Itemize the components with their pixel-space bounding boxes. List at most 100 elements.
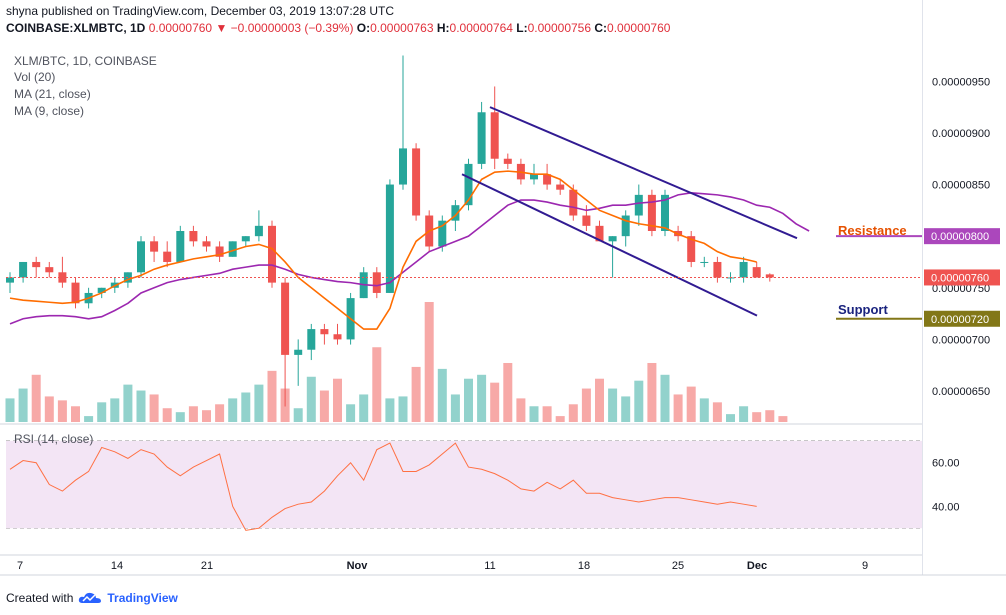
volume-bar	[739, 406, 749, 422]
candle	[503, 153, 512, 170]
volume-bar	[188, 406, 198, 422]
volume-bar	[228, 398, 238, 422]
volume-bar	[136, 390, 146, 422]
rsi-band	[6, 440, 922, 529]
volume-bar	[424, 302, 434, 422]
ma9-line	[9, 170, 757, 330]
volume-bar	[477, 374, 487, 422]
candle	[582, 205, 591, 231]
volume-bar	[490, 382, 500, 422]
volume-bar	[778, 416, 788, 422]
volume-bar	[202, 410, 211, 422]
candle	[281, 277, 290, 407]
candle	[634, 184, 643, 226]
candle	[32, 256, 41, 278]
candle	[490, 86, 499, 170]
volume-bar	[123, 384, 133, 422]
close-value: 0.00000760	[607, 21, 671, 35]
symbol-label: COINBASE:XLMBTC, 1D	[6, 21, 146, 35]
volume-bar	[464, 378, 473, 422]
price-change: −0.00000003 (−0.39%)	[230, 21, 354, 35]
volume-bar	[44, 396, 54, 422]
volume-bar	[71, 406, 80, 422]
rsi-line	[9, 442, 757, 531]
candle	[399, 55, 407, 190]
channel-lower-line	[461, 173, 758, 317]
volume-bar	[673, 394, 683, 422]
candle	[268, 220, 276, 288]
candle	[556, 179, 565, 195]
volume-bar	[621, 396, 631, 422]
y-tick-label: 0.00000900	[932, 128, 990, 140]
candle	[150, 236, 159, 262]
candle	[19, 261, 28, 283]
volume-bar	[254, 384, 264, 422]
created-with-label: Created with	[6, 591, 74, 605]
candle	[163, 241, 172, 268]
price-badge-label: 0.00000720	[931, 314, 989, 326]
volume-bar	[699, 398, 709, 422]
low-label: L:	[516, 21, 528, 35]
volume-bar	[542, 406, 552, 422]
volume-bar	[215, 404, 225, 422]
ohlc-line: COINBASE:XLMBTC, 1D 0.00000760 ▼ −0.0000…	[6, 21, 670, 35]
legend-volume: Vol (20)	[14, 70, 56, 84]
volume-bar	[57, 400, 67, 422]
volume-bar	[319, 390, 329, 422]
x-tick-label: 25	[672, 560, 684, 572]
ma21-line	[9, 191, 810, 325]
volume-bar	[437, 368, 447, 422]
candle	[215, 241, 224, 262]
candle	[647, 189, 656, 237]
tradingview-link[interactable]: TradingView	[107, 591, 178, 605]
volume-bar	[568, 404, 578, 422]
y-tick-label: 0.00000650	[932, 386, 990, 398]
volume-bar	[712, 402, 722, 422]
volume-bar	[175, 412, 185, 422]
price-badge-label: 0.00000800	[931, 231, 989, 243]
volume-bar	[372, 347, 382, 422]
volume-bar	[516, 398, 526, 422]
volume-bar	[31, 374, 41, 422]
legend-title: XLM/BTC, 1D, COINBASE	[14, 54, 157, 68]
y-tick-label: 0.00000750	[932, 283, 990, 295]
volume-bar	[450, 394, 460, 422]
volume-bar	[110, 398, 120, 422]
candle	[752, 261, 761, 278]
candle	[58, 256, 67, 288]
down-arrow-icon: ▼	[215, 21, 228, 35]
volume-bar	[608, 388, 618, 422]
candle	[687, 231, 696, 268]
candle	[621, 210, 630, 247]
x-tick-label: Dec	[747, 560, 767, 572]
volume-bar	[555, 416, 565, 422]
volume-bar	[686, 386, 696, 422]
support-label: Support	[838, 302, 888, 317]
high-label: H:	[436, 21, 450, 35]
candle	[241, 236, 250, 247]
candle	[464, 158, 473, 211]
candle	[228, 241, 237, 257]
volume-bar	[293, 408, 303, 422]
legend-ma21: MA (21, close)	[14, 87, 91, 101]
candle	[320, 323, 329, 345]
candle	[71, 277, 80, 309]
candle	[595, 220, 604, 242]
candle	[189, 225, 198, 247]
candle	[608, 236, 617, 278]
close-label: C:	[594, 21, 608, 35]
volume-bar	[385, 398, 395, 422]
price-badge	[924, 228, 1000, 245]
candle	[333, 323, 342, 345]
volume-bar	[634, 380, 644, 422]
x-tick-label: 14	[111, 560, 123, 572]
high-value: 0.00000764	[449, 21, 513, 35]
volume-bar	[581, 388, 591, 422]
legend-ma9: MA (9, close)	[14, 104, 85, 118]
footer: Created with TradingView	[6, 591, 178, 605]
price-badge	[924, 310, 1000, 327]
candle	[713, 256, 722, 283]
volume-bar	[18, 388, 28, 422]
volume-bar	[726, 414, 735, 422]
